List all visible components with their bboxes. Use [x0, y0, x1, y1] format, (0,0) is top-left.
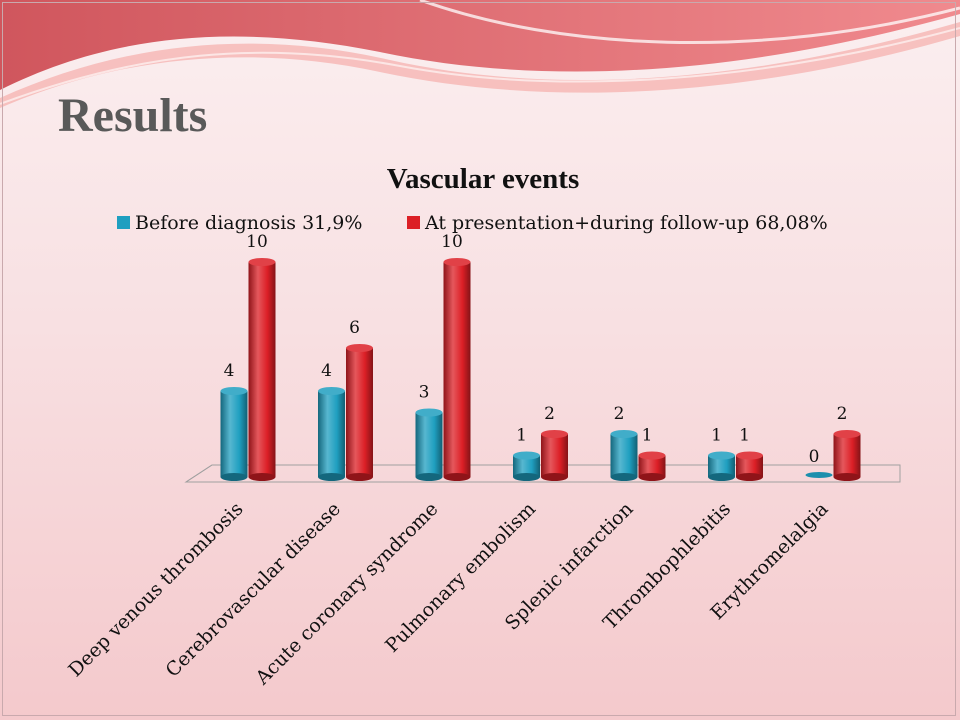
bar-after-3: [443, 258, 471, 481]
category-label-3: Acute coronary syndrome: [251, 498, 443, 690]
data-label-after-6: 1: [739, 426, 750, 446]
bar-before-5: [610, 430, 638, 481]
data-label-after-4: 2: [544, 404, 555, 424]
bar-before-4: [513, 451, 540, 481]
category-label-1: Deep venous thrombosis: [64, 498, 247, 681]
data-label-before-7: 0: [809, 447, 820, 467]
legend-label-2: At presentation+during follow-up 68,08%: [424, 212, 828, 234]
data-label-after-1: 10: [246, 232, 268, 252]
data-label-before-2: 4: [321, 361, 332, 381]
bar-before-2: [318, 387, 345, 481]
bar-before-7: [805, 472, 833, 478]
category-label-2: Cerebrovascular disease: [161, 498, 345, 682]
data-label-before-3: 3: [419, 383, 430, 403]
bar-before-3: [415, 408, 443, 481]
chart-title: Vascular events: [387, 163, 580, 195]
data-label-after-3: 10: [441, 232, 463, 252]
bar-after-1: [248, 258, 276, 481]
bar-after-2: [346, 344, 373, 481]
legend-label-1: Before diagnosis 31,9%: [135, 212, 362, 234]
header-swoosh: [0, 0, 960, 108]
data-label-before-6: 1: [711, 426, 722, 446]
bar-after-5: [638, 451, 666, 481]
data-label-before-1: 4: [224, 361, 235, 381]
bar-before-6: [708, 451, 735, 481]
slide-title: Results: [58, 89, 208, 142]
data-label-after-5: 1: [642, 426, 653, 446]
data-label-after-7: 2: [837, 404, 848, 424]
legend-swatch-2: [407, 216, 420, 229]
legend-swatch-1: [117, 216, 130, 229]
bar-after-4: [541, 430, 568, 481]
bar-after-6: [736, 451, 763, 481]
bar-before-1: [220, 387, 248, 481]
data-label-before-4: 1: [516, 426, 527, 446]
data-label-before-5: 2: [614, 404, 625, 424]
bar-after-7: [833, 430, 861, 481]
data-label-after-2: 6: [349, 318, 360, 338]
